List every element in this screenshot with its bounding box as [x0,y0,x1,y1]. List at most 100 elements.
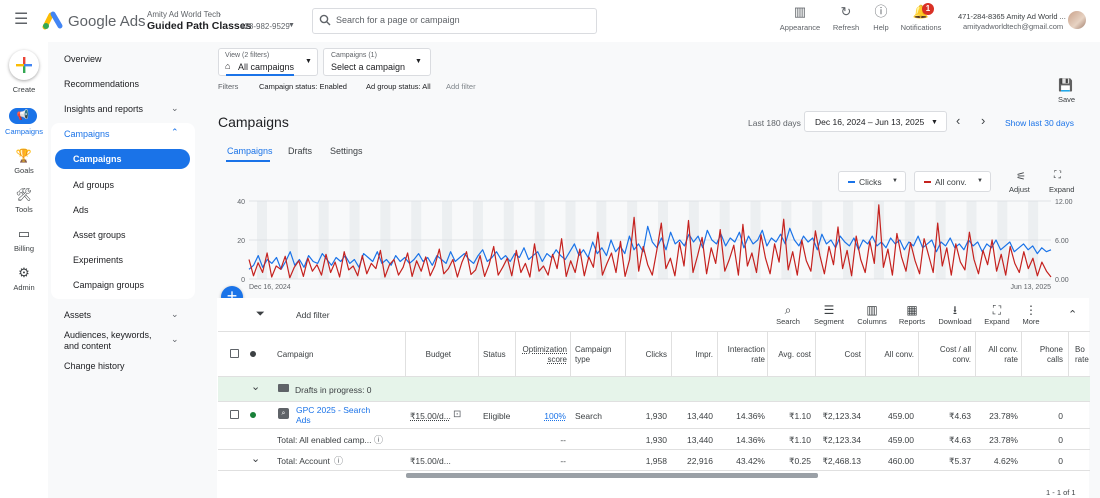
help-button[interactable]: ⓘ Help [857,4,905,38]
rail-tools[interactable]: 🛠 Tools [0,188,48,215]
filter-icon[interactable]: ⏷ [256,308,265,320]
col-bo-rate[interactable]: Bo rate [1075,345,1089,364]
filter-chip-campaign-status[interactable]: Campaign status: Enabled [259,82,347,91]
rail-campaigns[interactable]: Campaigns [0,124,48,136]
adjust-label[interactable]: Adjust [1009,185,1030,194]
toolbar-search[interactable]: ⌕ Search [775,304,801,327]
help-icon[interactable]: ⓘ [374,435,384,445]
toolbar-download[interactable]: ⭳ Download [938,304,972,327]
drafts-row [218,377,1090,401]
campaign-status: Eligible [483,411,511,421]
enabled-status-icon[interactable] [250,412,256,418]
nav-recommendations[interactable]: Recommendations [64,79,140,89]
col-campaign[interactable]: Campaign [277,350,314,359]
col-divider [1068,332,1069,376]
col-cost-per-all-conv[interactable]: Cost / all conv. [939,345,971,364]
table-add-filter[interactable]: Add filter [296,310,330,320]
col-divider [671,332,672,376]
row-border [218,470,1090,471]
nav-overview[interactable]: Overview [64,54,102,64]
nav-audiences[interactable]: Audiences, keywords, and content [64,330,152,351]
toolbar-columns[interactable]: ▥ Columns [856,304,888,327]
refresh-button[interactable]: ↻ Refresh [822,4,870,38]
col-cost[interactable]: Cost [844,350,861,359]
account-org[interactable]: Amity Ad World Tech [147,10,221,19]
nav-sub-asset-groups[interactable]: Asset groups [73,230,126,240]
campaign-budget[interactable]: ₹15.00/d... [410,411,451,421]
series2-selector[interactable]: All conv. ▼ [914,171,991,192]
tab-settings[interactable]: Settings [330,146,363,156]
save-icon[interactable]: 💾 [1058,78,1073,92]
campaign-cost-per-all-conv: ₹4.63 [949,411,971,421]
expand-drafts-icon[interactable]: ⌄ [251,381,261,393]
col-status[interactable]: Status [483,350,506,359]
create-button[interactable] [9,50,39,80]
col-interaction-rate[interactable]: Interaction rate [727,345,765,364]
next-period-icon[interactable]: › [981,113,986,128]
row-checkbox[interactable] [230,410,239,419]
show-last-30-days-link[interactable]: Show last 30 days [1005,118,1074,128]
toolbar-segment[interactable]: ☰ Segment [814,304,844,327]
chevron-down-icon[interactable]: ⌄ [171,103,179,113]
optimization-score-link[interactable]: 100% [544,411,566,421]
tab-campaigns[interactable]: Campaigns [227,146,273,156]
nav-sub-campaigns[interactable]: Campaigns [73,154,122,164]
col-divider [717,332,718,376]
col-impr[interactable]: Impr. [695,350,713,359]
toolbar-more[interactable]: ⋮ More [1021,304,1041,327]
collapse-icon[interactable]: ⌃ [1068,309,1078,321]
adjust-icon[interactable]: ⚟ [1016,171,1026,183]
menu-icon[interactable]: ☰ [14,11,29,28]
col-phone-calls[interactable]: Phone calls [1039,345,1063,364]
col-optimization-score[interactable]: Optimization score [522,345,567,364]
col-budget[interactable]: Budget [425,350,451,359]
toolbar-reports[interactable]: ▦ Reports [898,304,926,327]
help-icon[interactable]: ⓘ [334,456,344,466]
campaign-name-link[interactable]: GPC 2025 - Search Ads [296,405,371,425]
expand-chart-label[interactable]: Expand [1049,185,1075,194]
nav-assets[interactable]: Assets [64,310,92,320]
nav-sub-campaign-groups[interactable]: Campaign groups [73,280,145,290]
chevron-down-icon[interactable]: ⌄ [171,334,179,344]
toolbar-expand[interactable]: ⛶ Expand [983,304,1011,327]
col-avg-cost[interactable]: Avg. cost [778,350,811,359]
account-dropdown-icon[interactable]: ▼ [288,22,295,29]
chevron-right-icon: › [218,9,221,19]
rail-goals[interactable]: 🏆 Goals [0,149,48,176]
add-filter-link[interactable]: Add filter [446,82,476,91]
chevron-up-icon[interactable]: ⌃ [171,127,179,137]
nav-sub-experiments[interactable]: Experiments [73,255,124,265]
rail-admin[interactable]: ⚙ Admin [0,266,48,293]
campaigns-rail-icon[interactable]: 📢 [9,108,37,124]
date-range-picker[interactable] [804,111,947,132]
avatar[interactable] [1068,11,1086,29]
rail-create-label: Create [12,85,36,94]
series1-selector[interactable]: Clicks ▼ [838,171,906,192]
prev-period-icon[interactable]: ‹ [956,113,961,128]
account-name[interactable]: Guided Path Classes [147,20,252,32]
col-all-conv[interactable]: All conv. [884,350,914,359]
series1-swatch [848,181,855,183]
expand-account-icon[interactable]: ⌄ [251,453,261,465]
nav-sub-ads[interactable]: Ads [73,205,89,215]
budget-chart-icon[interactable]: ⊡ [453,409,462,420]
nav-sub-ad-groups[interactable]: Ad groups [73,180,115,190]
notifications-button[interactable]: 🔔 Notifications [897,4,945,38]
filter-chip-adgroup-status[interactable]: Ad group status: All [366,82,431,91]
horizontal-scrollbar[interactable] [406,473,818,478]
tab-drafts[interactable]: Drafts [288,146,313,156]
chevron-down-icon[interactable]: ⌄ [171,309,179,319]
save-label[interactable]: Save [1058,95,1076,104]
expand-chart-icon[interactable]: ⛶ [1054,170,1061,181]
rail-billing[interactable]: ▭ Billing [0,227,48,254]
nav-insights-reports[interactable]: Insights and reports [64,104,144,114]
appearance-button[interactable]: ▥ Appearance [776,4,824,38]
col-clicks[interactable]: Clicks [645,350,667,359]
col-all-conv-rate[interactable]: All conv. rate [988,345,1018,364]
col-campaign-type[interactable]: Campaign type [575,345,612,364]
nav-campaigns-section[interactable]: Campaigns [64,129,110,139]
nav-change-history[interactable]: Change history [64,361,125,371]
search-bar[interactable] [312,8,597,34]
campaign-select-dropdown[interactable] [323,48,431,76]
select-all-checkbox[interactable] [230,349,239,358]
